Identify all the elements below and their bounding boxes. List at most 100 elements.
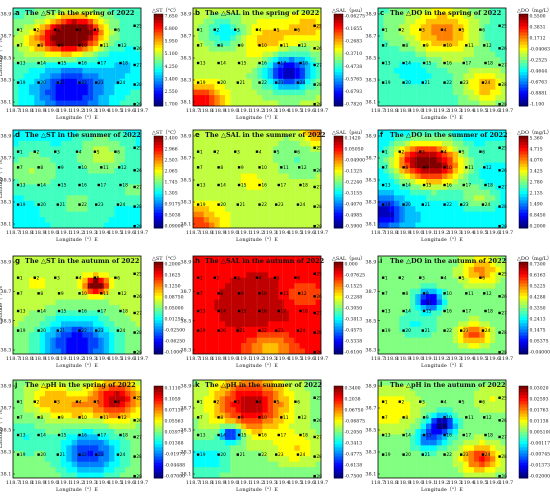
station-label: 13 xyxy=(385,183,391,189)
station-label: 17 xyxy=(281,61,287,67)
colorbar-tick: -0.8881 xyxy=(530,91,548,97)
station-marker xyxy=(16,433,20,437)
station-label: 2 xyxy=(217,149,220,155)
station-marker xyxy=(419,276,422,279)
station-marker xyxy=(236,203,239,206)
station-marker xyxy=(213,276,216,279)
station-label: 24 xyxy=(485,328,491,334)
ytick-label: 38.7 xyxy=(180,156,191,162)
station-marker xyxy=(100,44,103,47)
ytick-label: 38.5 xyxy=(365,178,376,184)
xtick-label: 119.7 xyxy=(499,230,513,236)
station-marker xyxy=(255,400,259,403)
station-marker xyxy=(443,416,446,419)
station-marker xyxy=(381,28,385,31)
station-label: 22 xyxy=(81,202,87,208)
station-label: 8 xyxy=(405,291,408,297)
station-marker xyxy=(294,28,297,31)
station-label: 10 xyxy=(446,415,452,421)
station-marker xyxy=(217,433,220,437)
colorbar-tick: -0.4775 xyxy=(345,452,363,458)
station-marker xyxy=(78,292,81,295)
station-label: 29 xyxy=(136,102,142,108)
xtick-label: 119.5 xyxy=(473,230,487,236)
station-label: 3 xyxy=(57,275,60,281)
station-marker xyxy=(465,292,468,295)
station-marker xyxy=(97,433,100,437)
ytick-label: 38.3 xyxy=(180,348,191,354)
station-marker xyxy=(16,292,20,295)
station-marker xyxy=(56,329,59,332)
station-label: 24 xyxy=(485,452,491,458)
station-marker xyxy=(133,295,136,298)
colorbar-h: 0.000 -0.07625 -0.1525 -0.2288 -0.3050 -0.381… xyxy=(332,256,365,356)
y-axis-label: Latitude（°）N xyxy=(0,285,4,324)
station-marker xyxy=(398,150,401,153)
plot-frame xyxy=(192,379,322,479)
xtick-label: 118.9 xyxy=(396,480,410,486)
station-marker xyxy=(381,203,385,206)
colorbar-tick: 0.08750 xyxy=(165,295,184,301)
x-axis-label: Longitude（°）E xyxy=(236,237,278,243)
station-marker xyxy=(116,329,120,332)
xtick-label: 119.1 xyxy=(237,480,251,486)
station-marker xyxy=(498,455,501,458)
station-label: 21 xyxy=(425,202,431,208)
station-marker xyxy=(402,433,405,437)
station-marker xyxy=(313,331,316,334)
station-label: 22 xyxy=(81,452,87,458)
station-label: 13 xyxy=(385,61,391,67)
station-label: 21 xyxy=(425,452,431,458)
xtick-label: 118.7 xyxy=(371,356,385,362)
x-axis-label: Longitude（°）E xyxy=(56,115,98,121)
station-marker xyxy=(498,185,501,189)
colorbar-tick: 0.8450 xyxy=(530,213,546,219)
station-marker xyxy=(313,272,316,275)
panel-title: The △DO in the autumn of 2022 xyxy=(390,257,506,265)
station-marker xyxy=(443,309,446,313)
ytick-label: 38.3 xyxy=(365,78,376,84)
station-label: 27 xyxy=(501,435,507,441)
colorbar-tick: -0.2288 xyxy=(345,295,363,301)
station-label: 16 xyxy=(81,183,87,189)
colorbar-tick: 0.4288 xyxy=(530,295,546,301)
xtick-label: 119.6 xyxy=(121,230,135,236)
station-marker xyxy=(37,183,40,187)
station-marker xyxy=(16,400,20,403)
station-label: 19 xyxy=(200,328,206,334)
station-marker xyxy=(234,400,237,403)
station-marker xyxy=(481,453,485,456)
station-marker xyxy=(481,329,485,332)
station-label: 12 xyxy=(301,415,307,421)
station-marker xyxy=(498,83,501,86)
xtick-label: 118.9 xyxy=(396,356,410,362)
station-label: 25 xyxy=(136,23,142,29)
station-marker xyxy=(498,474,501,478)
station-label: 14 xyxy=(220,433,226,439)
station-marker xyxy=(258,292,261,295)
station-label: 15 xyxy=(426,61,432,67)
station-label: 4 xyxy=(444,399,447,405)
station-label: 11 xyxy=(103,43,109,49)
station-label: 26 xyxy=(136,418,142,424)
station-label: 6 xyxy=(482,149,485,155)
colorbar-tick: -0.3813 xyxy=(345,317,363,323)
station-label: 19 xyxy=(385,202,391,208)
colorbar-tick: 0.2413 xyxy=(530,317,546,323)
station-marker xyxy=(381,61,385,65)
station-label: 3 xyxy=(422,399,425,405)
station-marker xyxy=(479,28,482,31)
colorbar-tick: -0.01373 xyxy=(530,463,550,469)
station-marker xyxy=(237,433,241,437)
station-marker xyxy=(275,329,278,332)
station-marker xyxy=(422,61,426,65)
station-marker xyxy=(33,28,36,31)
station-marker xyxy=(133,205,136,208)
ytick-label: 38.3 xyxy=(0,450,11,456)
station-marker xyxy=(498,146,501,149)
station-label: 12 xyxy=(301,165,307,171)
station-marker xyxy=(498,272,501,275)
station-label: 6 xyxy=(297,27,300,33)
